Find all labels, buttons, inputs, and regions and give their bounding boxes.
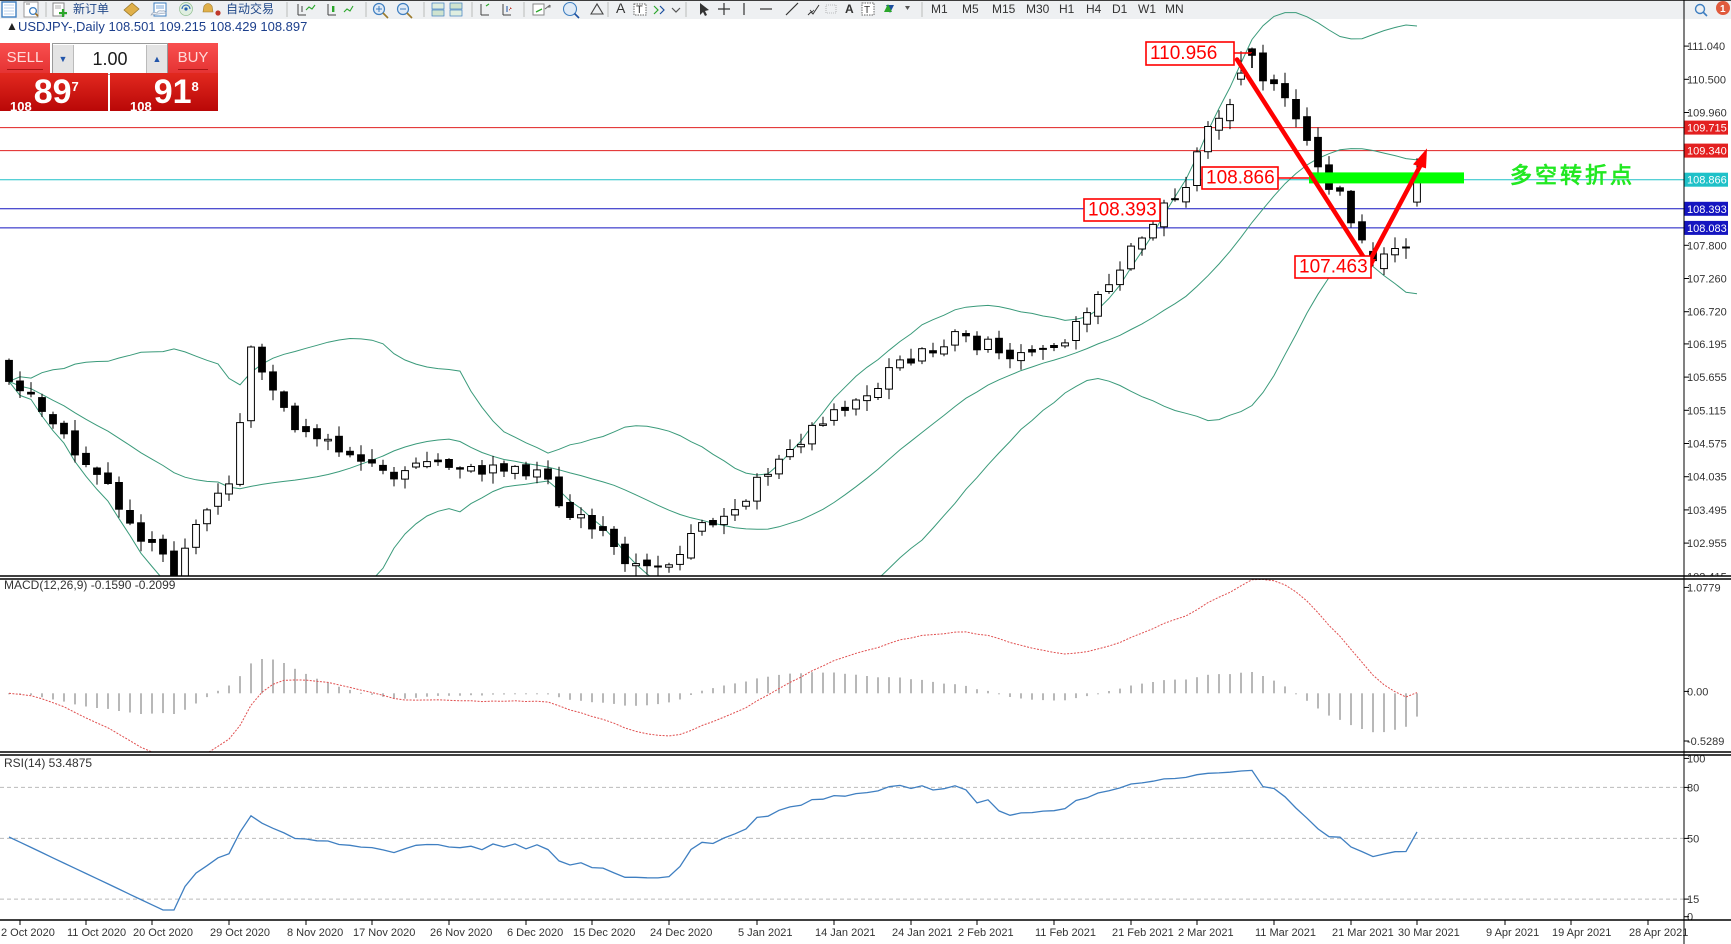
svg-text:24 Dec 2020: 24 Dec 2020 [650, 927, 712, 939]
svg-text:109.715: 109.715 [1687, 123, 1727, 135]
svg-text:多空转折点: 多空转折点 [1510, 163, 1635, 188]
svg-text:107.463: 107.463 [1299, 257, 1368, 278]
svg-text:110.956: 110.956 [1150, 43, 1217, 64]
svg-text:USDJPY-,Daily 108.501 109.215: USDJPY-,Daily 108.501 109.215 108.429 10… [18, 19, 307, 34]
svg-text:2 Mar 2021: 2 Mar 2021 [1178, 927, 1234, 939]
svg-text:14 Jan 2021: 14 Jan 2021 [815, 927, 876, 939]
svg-text:6 Dec 2020: 6 Dec 2020 [507, 927, 563, 939]
svg-text:106.720: 106.720 [1687, 307, 1727, 319]
svg-text:102.955: 102.955 [1687, 538, 1727, 550]
svg-text:30 Mar 2021: 30 Mar 2021 [1398, 927, 1460, 939]
svg-text:21 Feb 2021: 21 Feb 2021 [1112, 927, 1174, 939]
svg-text:1.0779: 1.0779 [1687, 582, 1721, 594]
svg-text:0: 0 [1687, 912, 1693, 924]
svg-text:108.393: 108.393 [1088, 200, 1157, 221]
svg-text:111.040: 111.040 [1687, 41, 1725, 53]
svg-text:103.495: 103.495 [1687, 505, 1727, 517]
svg-text:11 Feb 2021: 11 Feb 2021 [1035, 927, 1096, 939]
svg-text:110.500: 110.500 [1687, 74, 1726, 86]
svg-text:109.340: 109.340 [1687, 146, 1727, 158]
svg-text:108.866: 108.866 [1206, 168, 1275, 189]
svg-text:▲: ▲ [6, 19, 18, 33]
svg-text:19 Apr 2021: 19 Apr 2021 [1552, 927, 1611, 939]
svg-text:21 Mar 2021: 21 Mar 2021 [1332, 927, 1394, 939]
svg-text:15: 15 [1687, 894, 1699, 906]
svg-text:26 Nov 2020: 26 Nov 2020 [430, 927, 492, 939]
svg-text:104.575: 104.575 [1687, 439, 1727, 451]
svg-text:108.393: 108.393 [1687, 204, 1727, 216]
svg-text:15 Dec 2020: 15 Dec 2020 [573, 927, 635, 939]
svg-text:5 Jan 2021: 5 Jan 2021 [738, 927, 792, 939]
svg-text:28 Apr 2021: 28 Apr 2021 [1629, 927, 1688, 939]
svg-text:107.260: 107.260 [1687, 274, 1727, 286]
svg-text:24 Jan 2021: 24 Jan 2021 [892, 927, 953, 939]
svg-text:105.655: 105.655 [1687, 372, 1727, 384]
svg-text:-0.5289: -0.5289 [1687, 736, 1724, 748]
svg-text:2 Feb 2021: 2 Feb 2021 [958, 927, 1014, 939]
svg-text:17 Nov 2020: 17 Nov 2020 [353, 927, 415, 939]
svg-text:108.083: 108.083 [1687, 223, 1727, 235]
svg-text:109.960: 109.960 [1687, 108, 1727, 120]
svg-text:20 Oct 2020: 20 Oct 2020 [133, 927, 193, 939]
svg-text:11 Oct 2020: 11 Oct 2020 [67, 927, 126, 939]
svg-text:29 Oct 2020: 29 Oct 2020 [210, 927, 270, 939]
svg-text:80: 80 [1687, 782, 1699, 794]
svg-text:9 Apr 2021: 9 Apr 2021 [1486, 927, 1539, 939]
svg-text:RSI(14) 53.4875: RSI(14) 53.4875 [4, 756, 92, 770]
svg-text:MACD(12,26,9) -0.1590 -0.2099: MACD(12,26,9) -0.1590 -0.2099 [4, 578, 176, 592]
svg-text:108.866: 108.866 [1687, 175, 1727, 187]
svg-text:106.195: 106.195 [1687, 339, 1727, 351]
svg-text:11 Mar 2021: 11 Mar 2021 [1255, 927, 1316, 939]
svg-text:104.035: 104.035 [1687, 472, 1727, 484]
svg-text:0.00: 0.00 [1687, 686, 1708, 698]
svg-text:50: 50 [1687, 833, 1699, 845]
svg-text:8 Nov 2020: 8 Nov 2020 [287, 927, 343, 939]
svg-text:105.115: 105.115 [1687, 405, 1726, 417]
svg-text:107.800: 107.800 [1687, 240, 1727, 252]
svg-text:2 Oct 2020: 2 Oct 2020 [1, 927, 55, 939]
